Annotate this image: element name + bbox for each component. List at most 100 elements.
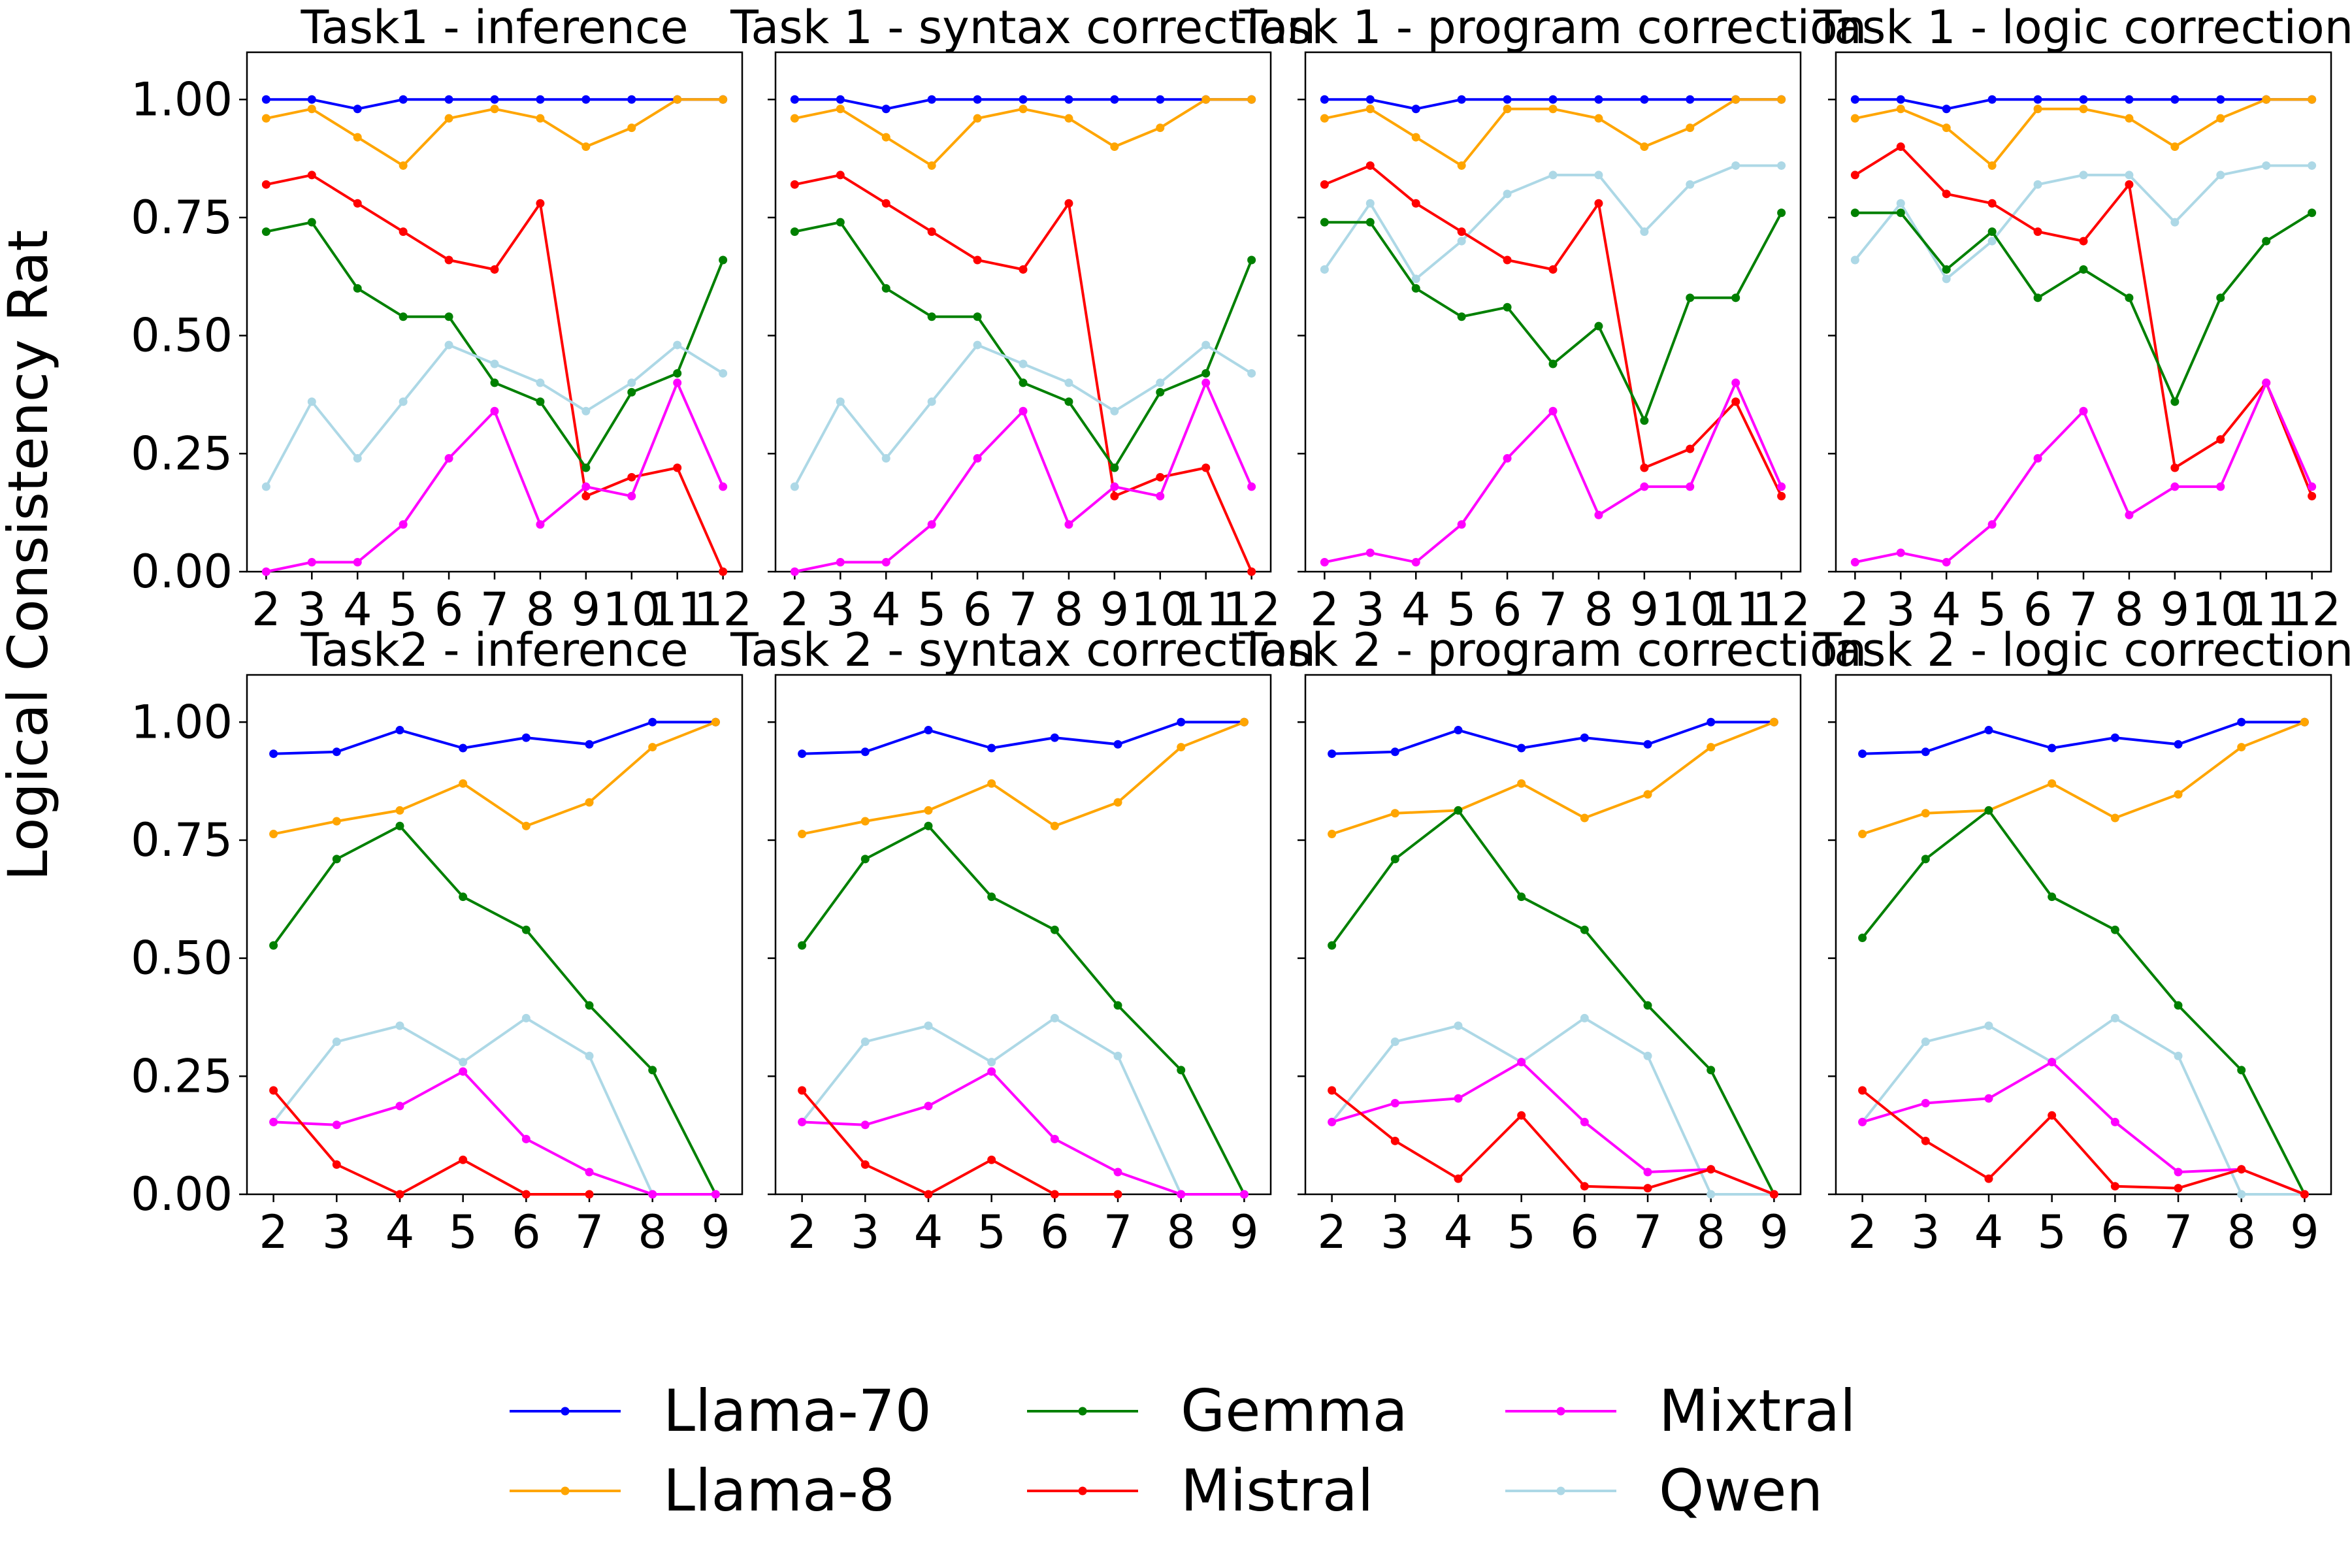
data-point-llama-8 xyxy=(1580,813,1589,823)
data-point-llama-70 xyxy=(1942,105,1951,114)
data-point-mistral xyxy=(1858,1086,1867,1095)
data-point-qwen xyxy=(2216,171,2225,180)
data-point-mistral xyxy=(1850,171,1859,180)
data-point-mistral xyxy=(585,1190,594,1199)
series-line-llama-8 xyxy=(1331,721,1775,836)
data-point-llama-70 xyxy=(1320,95,1329,104)
series-mixtral xyxy=(1858,1058,2309,1199)
data-point-qwen xyxy=(924,1021,933,1030)
data-point-llama-70 xyxy=(1457,95,1466,104)
data-point-mixtral xyxy=(1686,482,1695,491)
data-point-gemma xyxy=(444,312,453,321)
data-point-mixtral xyxy=(1580,1117,1589,1126)
data-point-llama-70 xyxy=(1984,726,1993,735)
series-llama-70 xyxy=(1328,717,1778,759)
data-point-llama-70 xyxy=(395,726,404,735)
data-point-mixtral xyxy=(2110,1117,2119,1126)
data-point-mixtral xyxy=(836,558,845,567)
series-line-qwen xyxy=(801,1017,1245,1196)
data-point-gemma xyxy=(1984,806,1993,815)
data-point-gemma xyxy=(1640,416,1649,425)
data-point-llama-70 xyxy=(973,95,982,104)
series-line-llama-70 xyxy=(273,721,716,755)
data-point-llama-70 xyxy=(307,95,316,104)
data-point-llama-8 xyxy=(2110,813,2119,823)
data-point-llama-70 xyxy=(269,749,278,759)
data-point-qwen xyxy=(836,397,845,406)
series-llama-8 xyxy=(1858,717,2309,839)
series-line-qwen xyxy=(272,1017,716,1196)
data-point-qwen xyxy=(2308,161,2317,170)
data-point-llama-70 xyxy=(1411,105,1420,114)
data-point-mixtral xyxy=(585,1168,594,1177)
data-point-qwen xyxy=(927,397,936,406)
data-point-gemma xyxy=(1858,934,1867,943)
data-point-qwen xyxy=(1113,1051,1122,1060)
data-point-gemma xyxy=(1942,265,1951,274)
y-tick-label: 1.00 xyxy=(131,695,233,749)
data-point-mixtral xyxy=(1328,1117,1337,1126)
data-point-mixtral xyxy=(332,1120,341,1130)
data-point-gemma xyxy=(269,941,278,950)
data-point-llama-70 xyxy=(836,95,845,104)
data-point-llama-8 xyxy=(1921,809,1930,818)
data-point-mixtral xyxy=(1850,558,1859,567)
data-point-mixtral xyxy=(536,520,545,529)
data-point-gemma xyxy=(673,368,682,378)
data-point-mixtral xyxy=(490,406,499,416)
series-llama-70 xyxy=(798,717,1249,759)
series-mixtral xyxy=(1320,378,1786,567)
legend-marker xyxy=(561,1486,570,1495)
data-point-mixtral xyxy=(798,1117,807,1126)
data-point-mistral xyxy=(836,171,845,180)
data-point-gemma xyxy=(927,312,936,321)
series-gemma xyxy=(1850,208,2317,406)
subplot-title: Task 2 - syntax correction xyxy=(730,623,1316,677)
series-llama-8 xyxy=(261,95,728,170)
data-point-mistral xyxy=(1517,1111,1526,1120)
x-tick-label: 2 xyxy=(1840,583,1870,636)
series-line-llama-8 xyxy=(1861,721,2306,836)
data-point-mistral xyxy=(2237,1165,2246,1174)
data-point-mixtral xyxy=(1320,558,1329,567)
data-point-llama-70 xyxy=(627,95,636,104)
series-mistral xyxy=(1850,142,2317,500)
data-point-mistral xyxy=(490,265,499,274)
data-point-llama-70 xyxy=(581,95,591,104)
series-mistral xyxy=(269,1086,594,1199)
data-point-gemma xyxy=(332,855,341,864)
data-point-qwen xyxy=(1064,378,1073,387)
data-point-mistral xyxy=(1019,265,1028,274)
x-tick-label: 11 xyxy=(2237,583,2295,636)
data-point-mixtral xyxy=(459,1067,468,1076)
data-point-llama-70 xyxy=(648,717,657,727)
series-mistral xyxy=(790,171,1256,576)
x-tick-label: 2 xyxy=(1848,1205,1877,1259)
data-point-mistral xyxy=(1921,1136,1930,1145)
series-line-mixtral xyxy=(802,1070,1245,1196)
x-tick-label: 7 xyxy=(1009,583,1038,636)
data-point-llama-70 xyxy=(798,749,807,759)
plot-frame xyxy=(774,51,1272,573)
data-point-mixtral xyxy=(1156,491,1165,500)
data-point-llama-70 xyxy=(1365,95,1375,104)
series-line-llama-70 xyxy=(1331,721,1774,755)
data-point-mistral xyxy=(2300,1190,2309,1199)
data-point-mistral xyxy=(1050,1190,1059,1199)
data-point-llama-8 xyxy=(2033,105,2042,114)
data-point-llama-8 xyxy=(987,779,996,788)
data-point-mixtral xyxy=(924,1102,933,1111)
x-tick-label: 4 xyxy=(1444,1205,1473,1259)
data-point-mistral xyxy=(307,171,316,180)
data-point-gemma xyxy=(798,941,807,950)
legend-entry-gemma: Gemma xyxy=(1027,1377,1408,1445)
data-point-llama-70 xyxy=(1328,749,1337,759)
data-point-mixtral xyxy=(881,558,890,567)
x-tick-label: 4 xyxy=(872,583,901,636)
x-tick-label: 3 xyxy=(1356,583,1385,636)
legend: Llama-70 Llama-8 Gemma Mistral Mixtral Qwen xyxy=(510,1377,1856,1524)
data-point-llama-8 xyxy=(1050,821,1059,830)
data-point-mistral xyxy=(1201,463,1211,472)
data-point-mistral xyxy=(1503,255,1512,265)
x-tick-label: 10 xyxy=(602,583,661,636)
